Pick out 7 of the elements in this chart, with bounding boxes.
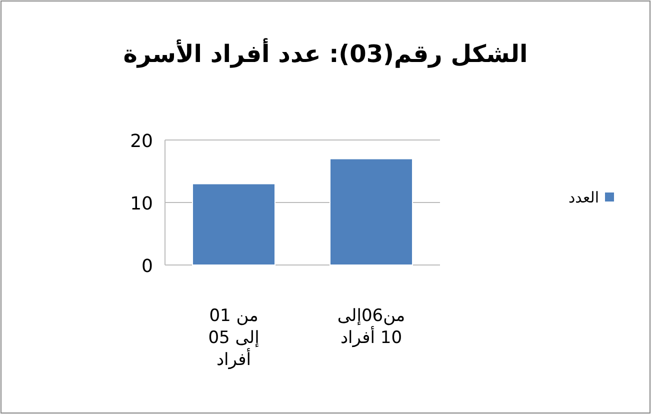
x-tick-label: من06إلى 10 أفراد <box>336 305 406 350</box>
y-tick-label: 20 <box>130 131 153 152</box>
chart-title: الشكل رقم(03): عدد أفراد الأسرة <box>123 38 528 68</box>
y-tick-label: 10 <box>130 194 153 214</box>
y-tick-label: 0 <box>142 256 153 277</box>
x-tick-label: من 01 إلى 05 أفراد <box>207 305 260 372</box>
legend-label: العدد <box>568 188 599 206</box>
